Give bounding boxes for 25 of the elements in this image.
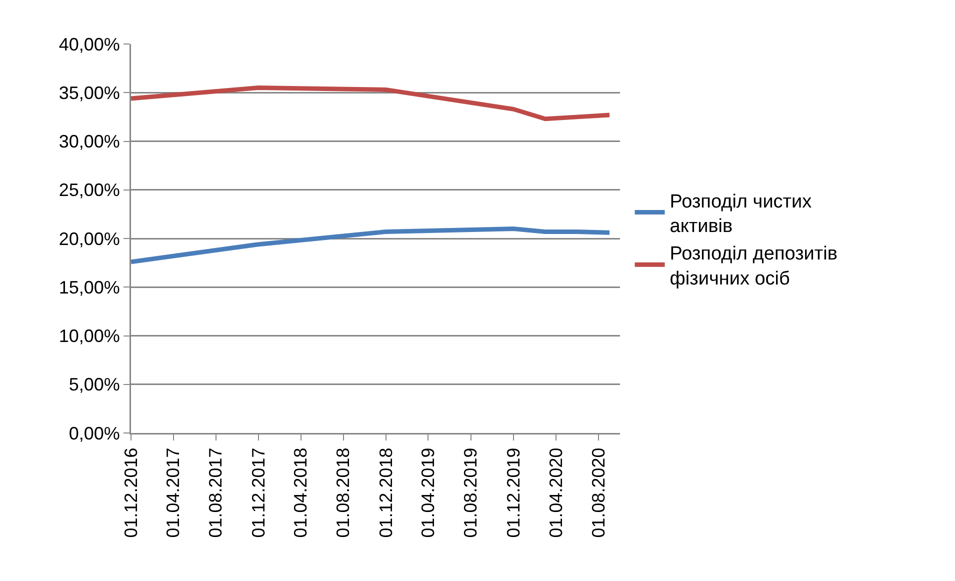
y-tick-label: 40,00% xyxy=(58,34,120,54)
y-tick-label: 10,00% xyxy=(58,326,120,346)
x-tick-label: 01.04.2020 xyxy=(546,448,566,538)
x-tick-label: 01.08.2018 xyxy=(333,448,354,538)
y-tick-label: 15,00% xyxy=(58,277,120,298)
x-tick-label: 01.08.2019 xyxy=(460,448,481,538)
x-tick-label: 01.04.2017 xyxy=(163,448,184,538)
line-series xyxy=(131,226,612,264)
x-tick-label: 01.12.2019 xyxy=(503,448,524,538)
x-tick-label: 01.08.2020 xyxy=(588,448,609,538)
y-tick-label: 5,00% xyxy=(68,374,120,395)
y-tick-label: 20,00% xyxy=(58,228,120,249)
x-tick-label: 01.04.2019 xyxy=(418,448,438,538)
x-tick-label: 01.04.2018 xyxy=(290,448,311,538)
legend-label: Розподіл депозитів фізичних осіб xyxy=(670,244,838,290)
x-tick-label: 01.12.2017 xyxy=(248,448,268,538)
x-tick-label: 01.12.2018 xyxy=(376,448,396,538)
y-tick-label: 30,00% xyxy=(58,132,120,152)
x-tick-label: 01.12.2016 xyxy=(120,448,141,538)
y-tick-label: 0,00% xyxy=(68,423,120,444)
y-tick-label: 25,00% xyxy=(58,180,120,200)
x-tick-label: 01.08.2017 xyxy=(206,448,226,538)
line-series xyxy=(131,86,612,122)
legend-label: Розподіл чистих активів xyxy=(670,191,812,237)
y-tick-label: 35,00% xyxy=(58,82,120,103)
